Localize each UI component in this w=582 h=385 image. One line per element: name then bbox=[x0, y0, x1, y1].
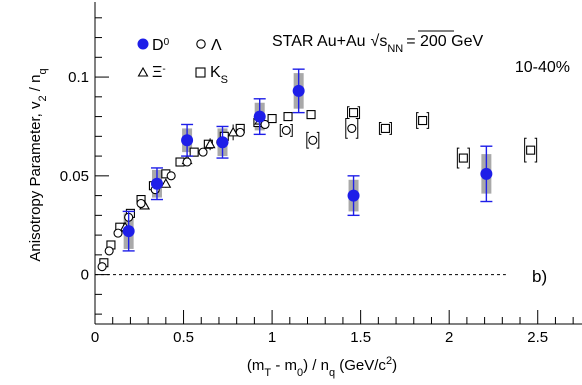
lambda-point bbox=[282, 126, 290, 134]
ks-point bbox=[459, 154, 467, 162]
d0-point bbox=[151, 178, 163, 190]
d0-point bbox=[254, 111, 266, 123]
lambda-point bbox=[105, 247, 113, 255]
legend-marker-ks bbox=[196, 68, 205, 77]
experiment-annotation: STAR Au+Au √sNN = 200 GeV bbox=[272, 33, 483, 55]
ks-point bbox=[190, 148, 198, 156]
data-marks bbox=[98, 69, 537, 271]
legend-marker-d0 bbox=[138, 39, 149, 50]
ks-point bbox=[268, 115, 276, 123]
x-tick-label: 1 bbox=[268, 329, 276, 346]
y-tick-label: 0.1 bbox=[68, 69, 89, 86]
lambda-point bbox=[98, 263, 106, 271]
legend-entry-ks: KS bbox=[196, 64, 228, 86]
ks-point bbox=[527, 146, 535, 154]
ks-point bbox=[284, 113, 292, 121]
legend-label-xi: Ξ- bbox=[152, 64, 166, 82]
d0-point bbox=[480, 168, 492, 180]
lambda-point bbox=[167, 172, 175, 180]
legend-label-lambda: Λ bbox=[211, 37, 222, 54]
lambda-point bbox=[309, 136, 317, 144]
ks-point bbox=[307, 111, 315, 119]
x-tick-label: 0.5 bbox=[173, 329, 194, 346]
lambda-point bbox=[199, 148, 207, 156]
d0-point bbox=[123, 225, 135, 237]
lambda-point bbox=[114, 229, 122, 237]
legend-entry-lambda: Λ bbox=[197, 37, 222, 54]
panel-label: b) bbox=[532, 267, 547, 286]
x-tick-label: 2 bbox=[445, 329, 453, 346]
ks-point bbox=[419, 117, 427, 125]
y-axis-label: Anisotropy Parameter, v2 / nq bbox=[27, 68, 49, 261]
legend-marker-lambda bbox=[197, 40, 205, 48]
d0-point bbox=[348, 190, 360, 202]
y-tick-label: 0.05 bbox=[60, 168, 89, 185]
lambda-point bbox=[348, 124, 356, 132]
legend-entry-d0: D0 bbox=[138, 37, 170, 55]
x-axis-label: (mT - m0) / nq (GeV/c2) bbox=[247, 355, 397, 379]
lambda-point bbox=[183, 158, 191, 166]
legend-label-ks: KS bbox=[210, 64, 228, 86]
d0-point bbox=[293, 85, 305, 97]
lambda-point bbox=[137, 199, 145, 207]
ks-point bbox=[350, 109, 358, 117]
legend-label-d0: D0 bbox=[152, 37, 170, 55]
d0-point bbox=[217, 136, 229, 148]
legend-entry-xi: Ξ- bbox=[139, 64, 166, 82]
axis-ticks: 0 0.5 1 1.5 2 2.5 0 0.05 0.1 bbox=[60, 18, 573, 346]
x-tick-label: 2.5 bbox=[527, 329, 548, 346]
plot-frame bbox=[95, 2, 582, 324]
d0-point bbox=[181, 134, 193, 146]
legend: D0 Λ Ξ- KS bbox=[138, 37, 229, 87]
centrality-label: 10-40% bbox=[515, 59, 570, 76]
lambda-point bbox=[236, 128, 244, 136]
legend-marker-xi bbox=[139, 68, 148, 76]
x-tick-label: 1.5 bbox=[350, 329, 371, 346]
ks-point bbox=[381, 124, 389, 132]
y-tick-label: 0 bbox=[81, 267, 89, 284]
x-tick-label: 0 bbox=[91, 329, 99, 346]
